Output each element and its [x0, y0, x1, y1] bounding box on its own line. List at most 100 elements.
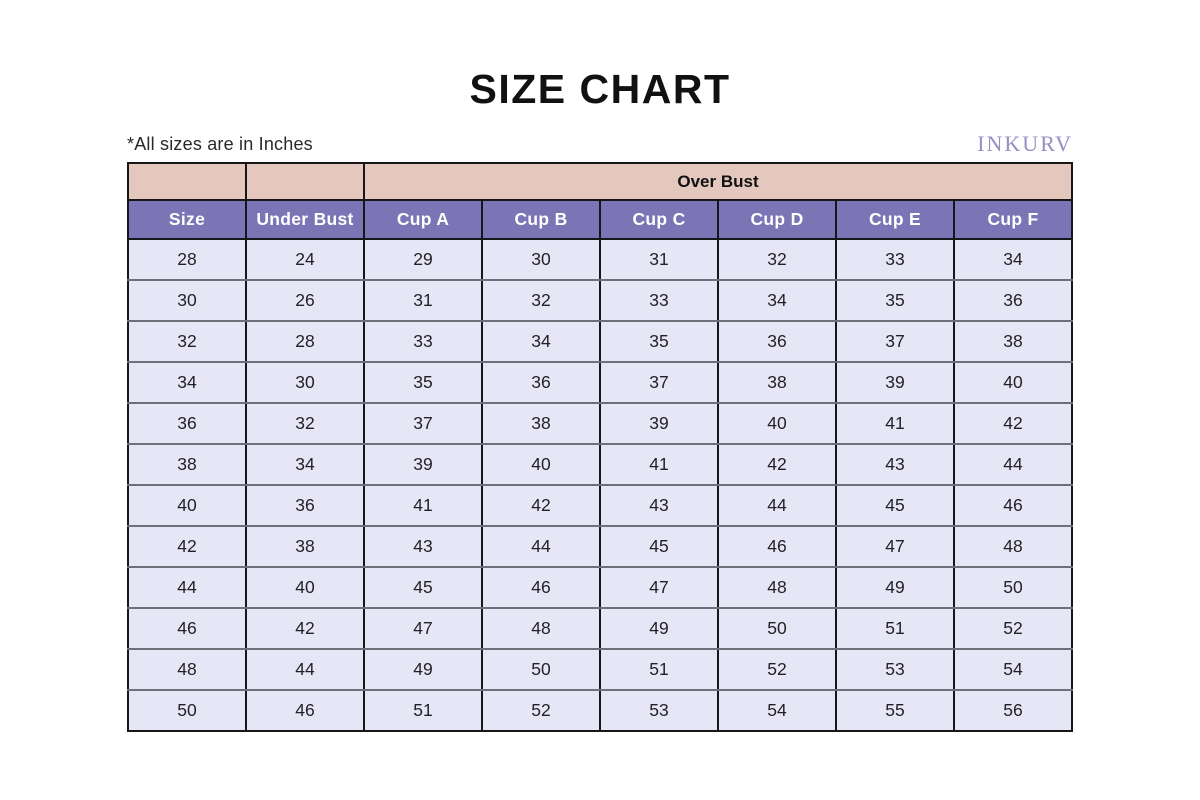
column-header-cup-d: Cup D: [717, 200, 837, 240]
table-cell: 48: [481, 607, 601, 650]
table-cell: 35: [599, 320, 719, 363]
table-cell: 49: [363, 648, 483, 691]
brand-logo: INKURV: [977, 131, 1073, 156]
table-cell: 47: [363, 607, 483, 650]
meta-row: *All sizes are in Inches INKURV: [127, 133, 1073, 155]
table-cell: 30: [481, 238, 601, 281]
table-cell: 40: [481, 443, 601, 486]
table-cell: 32: [127, 320, 247, 363]
table-cell: 26: [245, 279, 365, 322]
group-header-row: Over Bust: [127, 163, 1073, 201]
table-cell: 50: [717, 607, 837, 650]
table-cell: 28: [127, 238, 247, 281]
table-cell: 37: [363, 402, 483, 445]
table-cell: 54: [717, 689, 837, 732]
table-cell: 43: [363, 525, 483, 568]
table-cell: 34: [717, 279, 837, 322]
table-cell: 44: [481, 525, 601, 568]
table-cell: 43: [835, 443, 955, 486]
size-chart-table: Over Bust Size Under Bust Cup A Cup B Cu…: [127, 162, 1073, 732]
table-cell: 44: [717, 484, 837, 527]
table-cell: 42: [127, 525, 247, 568]
table-cell: 49: [835, 566, 955, 609]
group-header-blank-cell: [127, 163, 247, 201]
column-header-cup-e: Cup E: [835, 200, 955, 240]
table-cell: 50: [127, 689, 247, 732]
table-cell: 30: [127, 279, 247, 322]
table-cell: 34: [481, 320, 601, 363]
table-cell: 41: [363, 484, 483, 527]
table-row: 36 32 37 38 39 40 41 42: [127, 402, 1073, 445]
table-cell: 33: [835, 238, 955, 281]
table-cell: 39: [599, 402, 719, 445]
table-cell: 51: [835, 607, 955, 650]
table-cell: 40: [717, 402, 837, 445]
table-cell: 46: [245, 689, 365, 732]
column-header-cup-f: Cup F: [953, 200, 1073, 240]
table-cell: 35: [835, 279, 955, 322]
table-cell: 38: [481, 402, 601, 445]
table-row: 46 42 47 48 49 50 51 52: [127, 607, 1073, 650]
table-cell: 45: [363, 566, 483, 609]
table-cell: 36: [953, 279, 1073, 322]
table-cell: 50: [953, 566, 1073, 609]
table-cell: 29: [363, 238, 483, 281]
table-cell: 47: [835, 525, 955, 568]
table-cell: 37: [599, 361, 719, 404]
table-cell: 32: [481, 279, 601, 322]
table-row: 34 30 35 36 37 38 39 40: [127, 361, 1073, 404]
table-row: 44 40 45 46 47 48 49 50: [127, 566, 1073, 609]
table-cell: 46: [953, 484, 1073, 527]
table-cell: 37: [835, 320, 955, 363]
table-row: 28 24 29 30 31 32 33 34: [127, 238, 1073, 281]
table-cell: 47: [599, 566, 719, 609]
table-cell: 53: [835, 648, 955, 691]
table-row: 40 36 41 42 43 44 45 46: [127, 484, 1073, 527]
table-cell: 33: [363, 320, 483, 363]
size-table-body: 28 24 29 30 31 32 33 34 30 26 31 32 33 34 35 36 32 28 33 34…: [127, 238, 1073, 732]
table-cell: 43: [599, 484, 719, 527]
table-cell: 38: [127, 443, 247, 486]
table-cell: 48: [127, 648, 247, 691]
table-cell: 54: [953, 648, 1073, 691]
table-cell: 36: [245, 484, 365, 527]
table-cell: 48: [717, 566, 837, 609]
table-cell: 46: [481, 566, 601, 609]
table-row: 30 26 31 32 33 34 35 36: [127, 279, 1073, 322]
table-cell: 44: [953, 443, 1073, 486]
table-cell: 36: [127, 402, 247, 445]
table-cell: 38: [953, 320, 1073, 363]
table-cell: 28: [245, 320, 365, 363]
table-cell: 42: [481, 484, 601, 527]
table-cell: 40: [245, 566, 365, 609]
table-cell: 42: [245, 607, 365, 650]
table-row: 38 34 39 40 41 42 43 44: [127, 443, 1073, 486]
group-header-blank-cell: [245, 163, 365, 201]
table-row: 48 44 49 50 51 52 53 54: [127, 648, 1073, 691]
table-cell: 52: [953, 607, 1073, 650]
table-cell: 39: [835, 361, 955, 404]
table-row: 32 28 33 34 35 36 37 38: [127, 320, 1073, 363]
table-cell: 34: [953, 238, 1073, 281]
table-cell: 42: [953, 402, 1073, 445]
table-row: 50 46 51 52 53 54 55 56: [127, 689, 1073, 732]
table-cell: 33: [599, 279, 719, 322]
table-cell: 48: [953, 525, 1073, 568]
page-title: SIZE CHART: [469, 66, 731, 112]
table-cell: 39: [363, 443, 483, 486]
table-cell: 32: [717, 238, 837, 281]
column-header-row: Size Under Bust Cup A Cup B Cup C Cup D …: [127, 200, 1073, 240]
table-cell: 41: [835, 402, 955, 445]
table-cell: 56: [953, 689, 1073, 732]
table-cell: 53: [599, 689, 719, 732]
column-header-cup-c: Cup C: [599, 200, 719, 240]
table-cell: 51: [599, 648, 719, 691]
table-cell: 50: [481, 648, 601, 691]
table-head: Over Bust Size Under Bust Cup A Cup B Cu…: [127, 163, 1073, 240]
table-cell: 24: [245, 238, 365, 281]
group-header-over-bust: Over Bust: [363, 163, 1073, 201]
table-cell: 38: [717, 361, 837, 404]
column-header-cup-b: Cup B: [481, 200, 601, 240]
table-cell: 45: [599, 525, 719, 568]
